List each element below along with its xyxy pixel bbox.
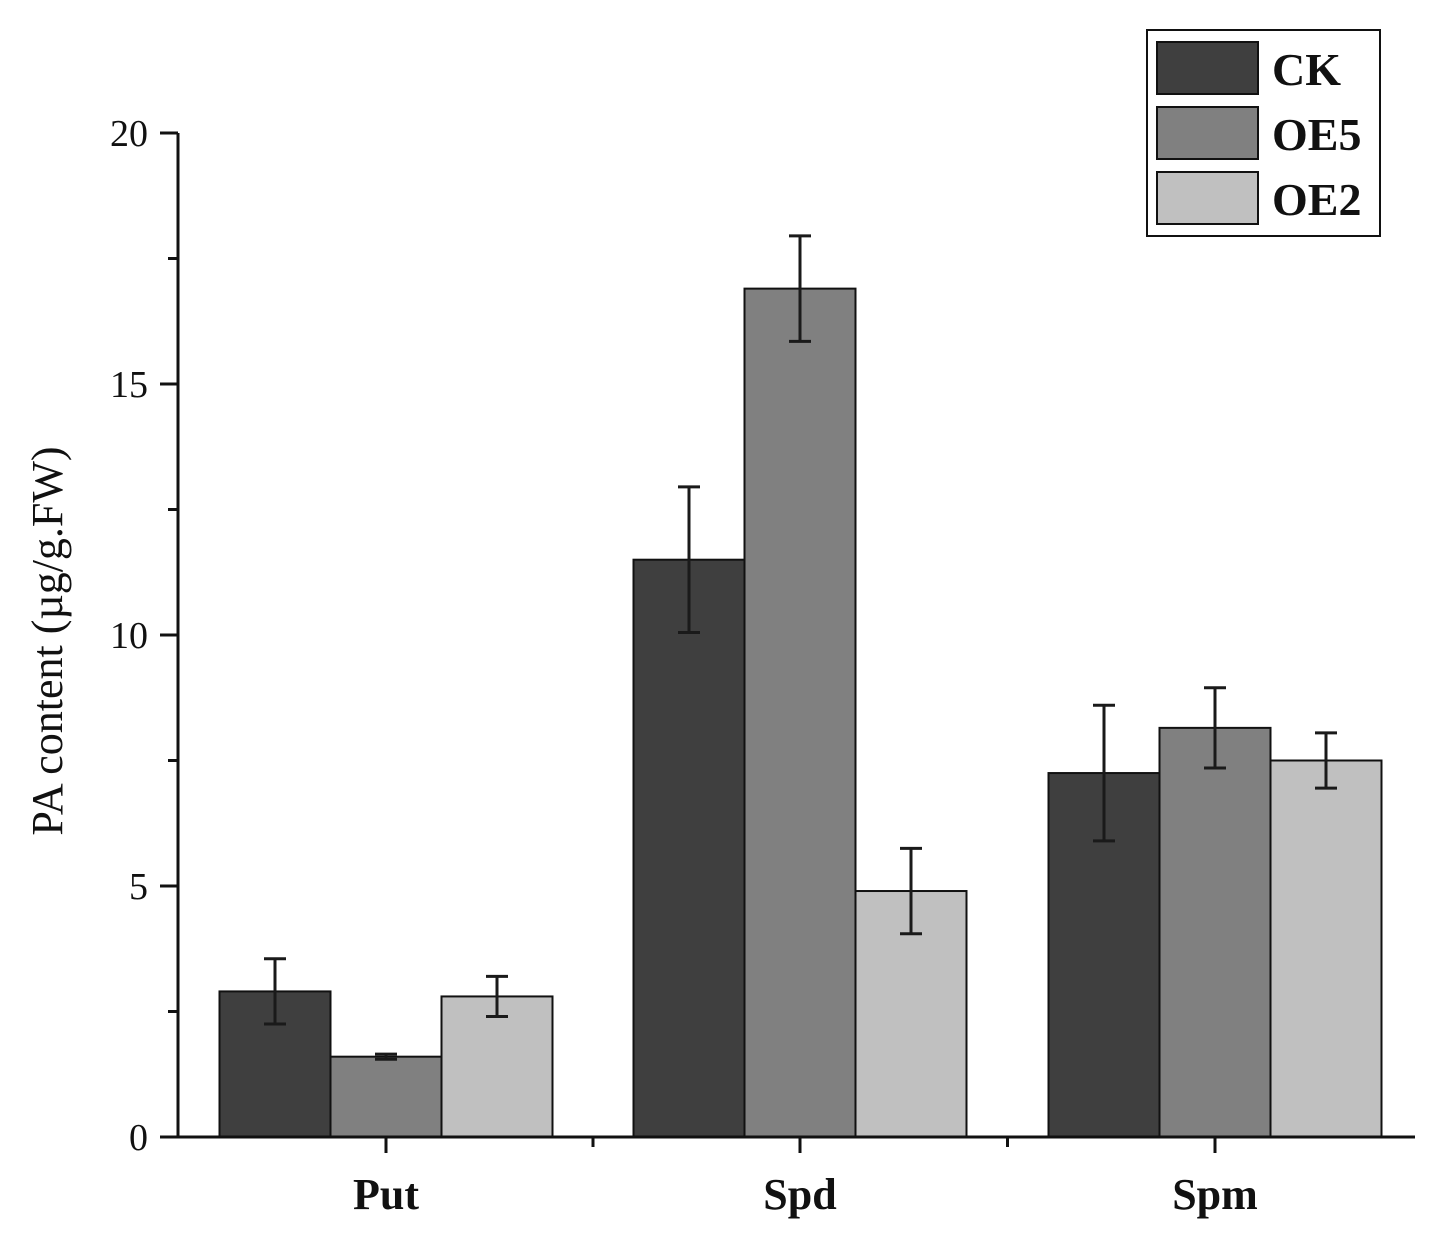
y-tick-label: 10 (110, 615, 148, 657)
chart: 0 5 10 15 20 Put Spd Spm PA content (µg/g.FW) CK… (0, 0, 1436, 1240)
legend-label-ck: CK (1272, 44, 1341, 95)
bar-oe5-put (331, 1057, 442, 1137)
bar-oe2-spm (1271, 761, 1382, 1138)
bar-chart-svg: 0 5 10 15 20 Put Spd Spm PA content (µg/g.FW) CK… (0, 0, 1436, 1240)
x-tick-label-put: Put (353, 1170, 419, 1219)
x-tick-label-spm: Spm (1172, 1170, 1258, 1219)
y-tick-label: 15 (110, 364, 148, 406)
y-tick-label: 20 (110, 113, 148, 155)
bar-oe5-spd (745, 289, 856, 1137)
bars-layer (220, 289, 1382, 1137)
legend-swatch-oe2 (1157, 172, 1258, 224)
legend-swatch-oe5 (1157, 107, 1258, 159)
y-tick-label: 0 (129, 1117, 148, 1159)
legend: CK OE5 OE2 (1147, 30, 1380, 236)
legend-swatch-ck (1157, 42, 1258, 94)
x-tick-label-spd: Spd (763, 1170, 836, 1219)
bar-oe5-spm (1160, 728, 1271, 1137)
bar-ck-spd (634, 560, 745, 1137)
y-axis-title: PA content (µg/g.FW) (23, 446, 72, 835)
legend-label-oe5: OE5 (1272, 109, 1361, 160)
y-tick-label: 5 (129, 866, 148, 908)
legend-label-oe2: OE2 (1272, 174, 1361, 225)
